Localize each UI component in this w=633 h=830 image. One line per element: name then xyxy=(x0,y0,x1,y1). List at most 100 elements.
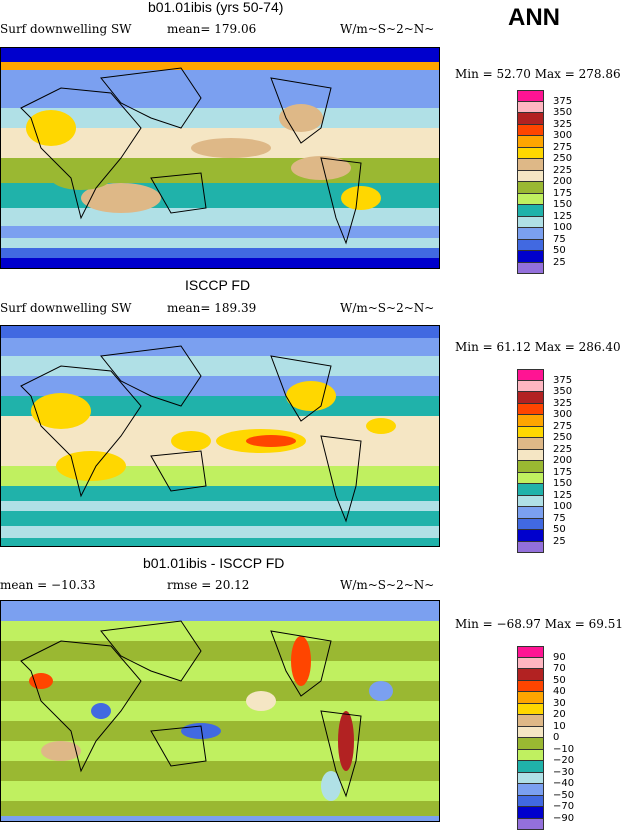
colorbar-swatch xyxy=(517,796,544,808)
contour-band xyxy=(1,641,440,661)
colorbar-swatch xyxy=(517,217,544,229)
contour-band xyxy=(1,601,440,621)
colorbar-label: 90 xyxy=(553,652,566,663)
colorbar-swatch xyxy=(517,125,544,137)
contour-region xyxy=(171,431,211,451)
panel-2-map xyxy=(0,325,440,547)
colorbar-swatch xyxy=(517,415,544,427)
colorbar-label: −40 xyxy=(553,778,574,789)
colorbar-swatch xyxy=(517,530,544,542)
colorbar-swatch xyxy=(517,819,544,830)
colorbar-swatch xyxy=(517,658,544,670)
contour-band xyxy=(1,338,440,356)
colorbar-swatch xyxy=(517,194,544,206)
colorbar-swatch xyxy=(517,90,544,102)
colorbar-swatch xyxy=(517,750,544,762)
colorbar-swatch xyxy=(517,113,544,125)
contour-band xyxy=(1,356,440,376)
colorbar-label: 375 xyxy=(553,375,572,386)
colorbar-label: 125 xyxy=(553,490,572,501)
colorbar-swatch xyxy=(517,251,544,263)
panel-3-minmax: Min = −68.97 Max = 69.51 xyxy=(455,617,623,631)
panel-2-variable: Surf downwelling SW xyxy=(0,301,132,315)
colorbar-swatch xyxy=(517,102,544,114)
colorbar-label: 25 xyxy=(553,536,566,547)
colorbar-swatch xyxy=(517,438,544,450)
contour-band xyxy=(1,486,440,501)
colorbar-swatch xyxy=(517,228,544,240)
colorbar-swatch xyxy=(517,681,544,693)
contour-map xyxy=(1,601,440,822)
colorbar-swatch xyxy=(517,148,544,160)
colorbar-swatch xyxy=(517,263,544,275)
contour-region xyxy=(26,110,76,146)
colorbar-swatch xyxy=(517,473,544,485)
colorbar-label: 50 xyxy=(553,245,566,256)
contour-region xyxy=(246,435,296,447)
colorbar-label: 250 xyxy=(553,432,572,443)
colorbar-swatch xyxy=(517,381,544,393)
colorbar-label: 50 xyxy=(553,675,566,686)
panel-1-colorbar xyxy=(517,90,544,274)
contour-band xyxy=(1,248,440,258)
colorbar-label: 150 xyxy=(553,478,572,489)
colorbar-label: 70 xyxy=(553,663,566,674)
contour-band xyxy=(1,48,440,62)
panel-3-rmse: rmse = 20.12 xyxy=(167,578,249,592)
contour-band xyxy=(1,816,440,822)
colorbar-swatch xyxy=(517,461,544,473)
colorbar-swatch xyxy=(517,519,544,531)
panel-2-minmax: Min = 61.12 Max = 286.40 xyxy=(455,340,621,354)
colorbar-swatch xyxy=(517,761,544,773)
colorbar-label: 225 xyxy=(553,444,572,455)
contour-region xyxy=(246,691,276,711)
contour-region xyxy=(51,166,111,190)
panel-3-units: W/m~S~2~N~ xyxy=(340,578,434,592)
colorbar-swatch xyxy=(517,171,544,183)
colorbar-swatch xyxy=(517,240,544,252)
contour-band xyxy=(1,538,440,547)
colorbar-swatch xyxy=(517,646,544,658)
panel-1-title: b01.01ibis (yrs 50-74) xyxy=(148,0,283,15)
colorbar-swatch xyxy=(517,496,544,508)
panel-1-mean: mean= 179.06 xyxy=(167,22,256,36)
colorbar-label: 20 xyxy=(553,709,566,720)
colorbar-label: 300 xyxy=(553,130,572,141)
colorbar-label: 200 xyxy=(553,455,572,466)
colorbar-label: 325 xyxy=(553,398,572,409)
colorbar-swatch xyxy=(517,159,544,171)
panel-3-mean: mean = −10.33 xyxy=(0,578,95,592)
colorbar-swatch xyxy=(517,784,544,796)
contour-region xyxy=(366,418,396,434)
colorbar-swatch xyxy=(517,807,544,819)
colorbar-label: −30 xyxy=(553,767,574,778)
contour-region xyxy=(369,681,393,701)
colorbar-label: 100 xyxy=(553,222,572,233)
colorbar-swatch xyxy=(517,704,544,716)
panel-2-colorbar xyxy=(517,369,544,553)
colorbar-swatch xyxy=(517,542,544,554)
contour-band xyxy=(1,62,440,70)
colorbar-swatch xyxy=(517,507,544,519)
contour-band xyxy=(1,761,440,781)
colorbar-swatch xyxy=(517,715,544,727)
colorbar-label: 350 xyxy=(553,107,572,118)
colorbar-label: 30 xyxy=(553,698,566,709)
contour-band xyxy=(1,501,440,511)
colorbar-label: 150 xyxy=(553,199,572,210)
colorbar-swatch xyxy=(517,692,544,704)
panel-1-map xyxy=(0,47,440,269)
colorbar-label: 200 xyxy=(553,176,572,187)
panel-2-units: W/m~S~2~N~ xyxy=(340,301,434,315)
colorbar-label: 50 xyxy=(553,524,566,535)
colorbar-label: −20 xyxy=(553,755,574,766)
colorbar-label: 175 xyxy=(553,467,572,478)
colorbar-label: 350 xyxy=(553,386,572,397)
contour-band xyxy=(1,70,440,88)
colorbar-swatch xyxy=(517,773,544,785)
colorbar-label: 175 xyxy=(553,188,572,199)
panel-3-title: b01.01ibis - ISCCP FD xyxy=(143,555,284,571)
colorbar-label: 25 xyxy=(553,257,566,268)
contour-region xyxy=(91,703,111,719)
colorbar-label: 40 xyxy=(553,686,566,697)
